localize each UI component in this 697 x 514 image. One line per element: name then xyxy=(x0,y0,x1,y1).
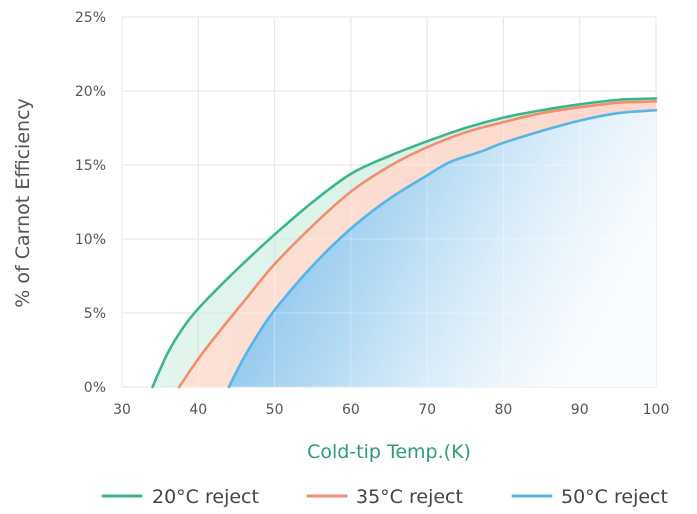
x-tick-label: 40 xyxy=(189,402,207,418)
tick-labels: 30 40 50 60 70 80 90 100 0% 5% 10% 15% 20% 25% xyxy=(75,10,669,418)
area-50c-band xyxy=(228,110,657,388)
series-lines xyxy=(151,97,658,389)
y-tick-label: 5% xyxy=(84,306,106,322)
y-tick-label: 10% xyxy=(75,232,106,248)
x-tick-label: 70 xyxy=(418,402,436,418)
x-tick-label: 90 xyxy=(571,402,589,418)
x-tick-label: 100 xyxy=(643,402,670,418)
x-axis-title: Cold-tip Temp.(K) xyxy=(307,441,471,463)
area-fills xyxy=(121,16,657,388)
y-tick-label: 0% xyxy=(84,380,106,396)
line-35c-reject xyxy=(177,100,658,389)
legend-label: 50°C reject xyxy=(561,486,668,508)
y-tick-label: 20% xyxy=(75,84,106,100)
y-axis-title: % of Carnot Efficiency xyxy=(12,98,34,308)
legend-label: 35°C reject xyxy=(356,486,463,508)
x-tick-label: 60 xyxy=(342,402,360,418)
x-tick-label: 50 xyxy=(266,402,284,418)
y-tick-label: 15% xyxy=(75,158,106,174)
x-tick-label: 30 xyxy=(113,402,131,418)
line-20c-reject xyxy=(151,97,658,389)
line-50c-reject xyxy=(227,108,658,389)
legend: 20°C reject 35°C reject 50°C reject xyxy=(101,486,668,508)
legend-label: 20°C reject xyxy=(152,486,259,508)
y-tick-label: 25% xyxy=(75,10,106,26)
x-tick-label: 80 xyxy=(495,402,513,418)
